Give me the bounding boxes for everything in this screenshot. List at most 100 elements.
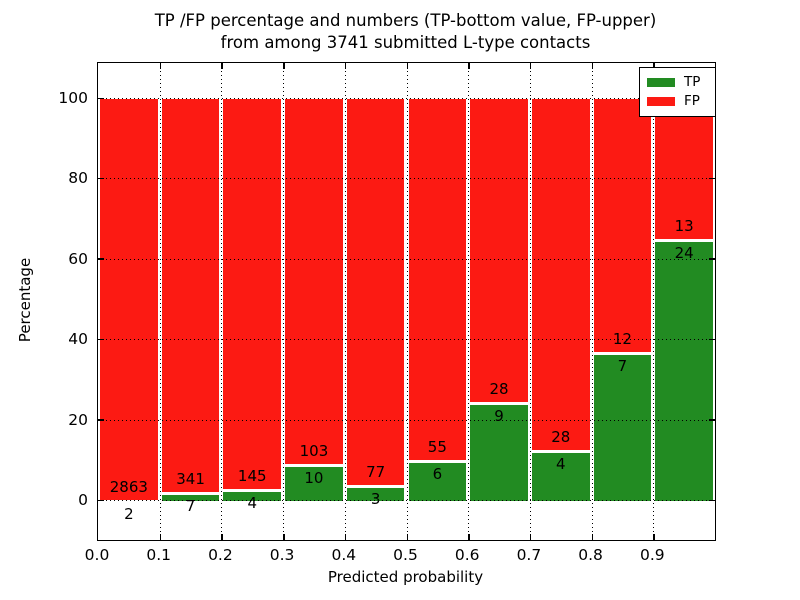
tp-bar-segment: [161, 492, 220, 501]
y-tick-label: 60: [68, 249, 88, 268]
fp-legend-swatch: [647, 97, 675, 106]
tp-count-label: 7: [617, 356, 628, 375]
fp-bar-segment: [161, 99, 220, 492]
tp-bar-segment: [655, 240, 713, 501]
x-tick-label: 0.8: [578, 546, 603, 564]
x-tick-mark: [344, 534, 347, 540]
x-tick-label: 0.2: [208, 546, 233, 564]
legend: TP FP: [639, 67, 716, 117]
tp-count-label: 7: [185, 496, 196, 515]
y-tick-label: 40: [68, 330, 88, 349]
x-tick-mark: [653, 534, 655, 540]
fp-count-label: 341: [176, 469, 205, 488]
fp-bar-segment: [531, 99, 590, 450]
tp-bar-segment: [408, 461, 467, 501]
tp-count-label: 9: [494, 407, 504, 426]
fp-legend-label: FP: [684, 93, 700, 109]
x-tick-label: 0.5: [393, 546, 418, 564]
fp-count-label: 103: [299, 442, 329, 461]
y-tick-mark: [709, 258, 715, 260]
tp-legend-label: TP: [684, 74, 701, 90]
y-tick-mark: [98, 338, 104, 341]
fp-bar-segment: [470, 99, 528, 403]
x-tick-mark: [344, 63, 347, 69]
y-tick-mark: [98, 258, 104, 260]
x-gridline: [159, 63, 161, 540]
y-tick-label: 100: [58, 89, 88, 107]
fp-bar-segment: [655, 99, 713, 240]
y-tick-label: 80: [68, 169, 88, 188]
y-tick-mark: [98, 499, 104, 501]
fp-bar-segment: [100, 99, 158, 500]
x-tick-label: 0.1: [146, 546, 172, 564]
y-tick-mark: [709, 419, 715, 421]
tp-legend-swatch: [647, 78, 675, 87]
x-tick-mark: [468, 534, 470, 540]
x-tick-mark: [406, 63, 408, 69]
chart-title: TP /FP percentage and numbers (TP-bottom…: [0, 10, 800, 54]
fp-count-label: 28: [551, 427, 571, 446]
fp-bar-segment: [408, 99, 467, 461]
x-tick-label: 0.0: [84, 546, 110, 564]
x-tick-mark: [653, 63, 655, 69]
x-gridline: [468, 63, 470, 540]
x-tick-mark: [159, 63, 162, 69]
x-tick-mark: [591, 63, 594, 69]
fp-count-label: 13: [674, 217, 694, 236]
tp-count-label: 6: [432, 465, 443, 484]
fp-count-label: 28: [489, 380, 509, 399]
tp-count-label: 10: [304, 469, 324, 488]
fp-bar-segment: [285, 99, 343, 465]
x-tick-mark: [283, 63, 285, 69]
x-gridline: [283, 63, 285, 540]
fp-bar-segment: [346, 99, 405, 485]
x-tick-mark: [468, 63, 470, 69]
x-tick-label: 0.9: [639, 546, 665, 564]
tp-bar-segment: [285, 465, 343, 501]
fp-count-label: 12: [612, 329, 632, 348]
fp-count-label: 77: [366, 462, 386, 481]
y-axis-title: Percentage: [16, 257, 34, 343]
y-tick-mark: [98, 177, 104, 180]
tp-bar-segment: [470, 403, 528, 501]
chart-title-line1: TP /FP percentage and numbers (TP-bottom…: [154, 11, 657, 30]
tp-count-label: 2: [124, 504, 134, 523]
chart-title-line2: from among 3741 submitted L-type contact…: [220, 33, 591, 52]
x-tick-mark: [159, 534, 162, 540]
y-tick-mark: [709, 177, 715, 180]
x-tick-mark: [406, 534, 408, 540]
y-tick-mark: [98, 419, 104, 421]
tp-count-label: 24: [674, 244, 694, 263]
x-tick-mark: [221, 534, 223, 540]
tp-count-label: 3: [370, 489, 381, 508]
x-tick-mark: [529, 63, 532, 69]
legend-item-tp: TP: [647, 73, 709, 92]
y-tick-label: 0: [78, 491, 88, 509]
x-gridline: [529, 63, 531, 540]
x-tick-mark: [529, 534, 532, 540]
fp-count-label: 55: [427, 438, 447, 457]
y-tick-mark: [98, 97, 104, 99]
fp-count-label: 2863: [109, 477, 148, 496]
fp-count-label: 145: [237, 467, 267, 486]
tp-bar-segment: [531, 450, 590, 501]
tp-bar-segment: [346, 485, 405, 501]
tp-count-label: 4: [247, 494, 258, 513]
x-tick-label: 0.7: [516, 546, 542, 564]
plot-area: TP FP 2863 2 341 7 145 4 103 10 77 3 55 6 28 9 28 4 12 7 1…: [97, 62, 716, 541]
x-tick-mark: [283, 534, 285, 540]
x-gridline: [406, 63, 408, 540]
y-tick-label: 20: [68, 410, 88, 429]
tp-count-label: 4: [555, 454, 566, 473]
tp-bar-segment: [593, 352, 652, 501]
tp-bar-segment: [223, 490, 282, 501]
x-tick-label: 0.3: [269, 546, 295, 564]
y-tick-mark: [709, 338, 715, 341]
x-gridline: [591, 63, 593, 540]
x-gridline: [221, 63, 223, 540]
y-tick-mark: [709, 499, 715, 501]
fp-bar-segment: [223, 99, 282, 490]
x-tick-mark: [221, 63, 223, 69]
fp-bar-segment: [593, 99, 652, 352]
